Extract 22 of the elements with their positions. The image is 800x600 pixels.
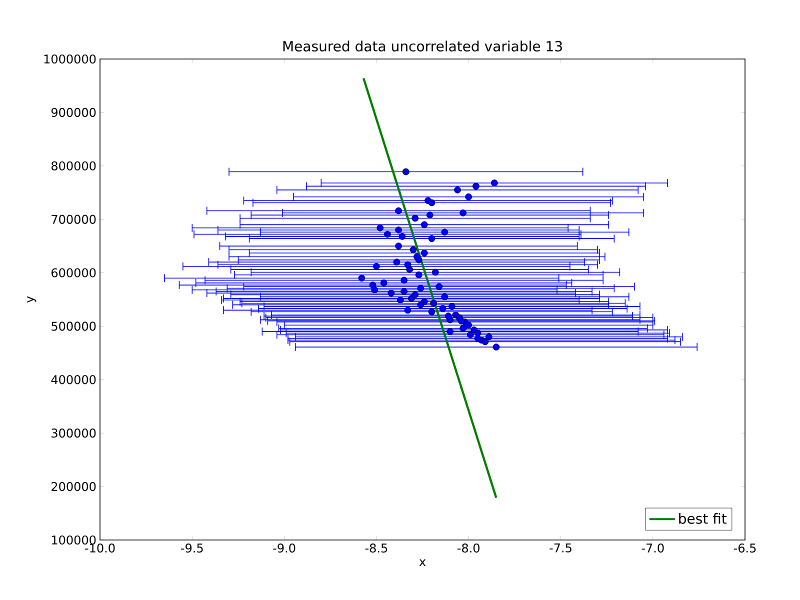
y-tick-label: 600000 [52, 268, 96, 278]
y-tick-label: 1000000 [44, 54, 96, 64]
x-axis-title: x [419, 559, 426, 566]
legend-label: best fit [679, 513, 727, 524]
x-tick-label: -7.5 [550, 544, 572, 552]
y-tick-label: 800000 [51, 161, 96, 170]
y-tick-label: 300000 [52, 428, 96, 438]
y-tick-label: 200000 [52, 482, 96, 492]
y-tick-label: 700000 [52, 214, 96, 224]
x-tick-label: -10.0 [85, 544, 115, 553]
y-tick-label: 100000 [52, 535, 96, 545]
x-tick-label: -8.0 [457, 544, 480, 553]
x-tick-label: -8.5 [365, 544, 388, 553]
y-tick-label: 400000 [51, 375, 96, 384]
chart-title: Measured data uncorrelated variable 13 [283, 40, 562, 52]
x-tick-label: -9.0 [273, 544, 296, 553]
x-tick-label: -6.5 [734, 544, 756, 553]
y-tick-label: 500000 [52, 322, 96, 331]
x-tick-label: -7.0 [642, 544, 664, 553]
y-tick-label: 900000 [51, 108, 96, 117]
y-axis-title: y [27, 296, 36, 303]
x-tick-label: -9.5 [181, 544, 203, 553]
